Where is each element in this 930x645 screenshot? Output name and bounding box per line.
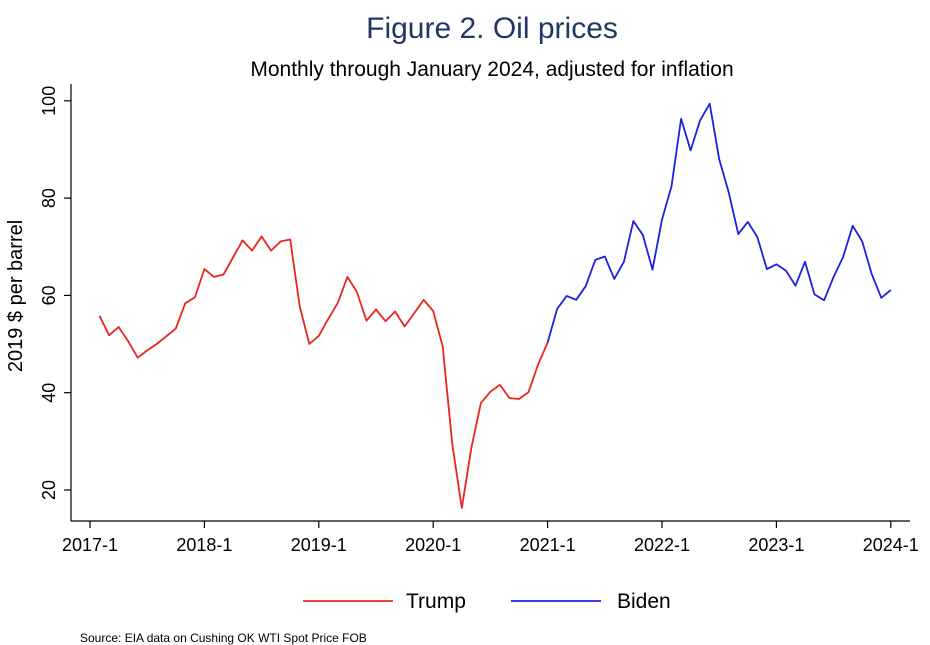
x-tick-label: 2018-1 [176, 535, 232, 555]
y-tick-label: 80 [39, 188, 59, 208]
legend: Trump Biden [303, 590, 671, 613]
series-lines [98, 102, 892, 509]
series-line-trump [98, 235, 549, 509]
x-axis-ticks: 2017-1 2018-1 2019-1 2020-1 2021-1 2022-1 2023… [62, 521, 919, 555]
chart-subtitle: Monthly through January 2024, adjusted f… [250, 58, 733, 81]
y-tick-label: 60 [39, 285, 59, 305]
x-tick-label: 2020-1 [405, 535, 461, 555]
y-tick-label: 40 [39, 383, 59, 403]
x-tick-label: 2023-1 [748, 535, 804, 555]
x-tick-label: 2019-1 [291, 535, 347, 555]
x-tick-label: 2021-1 [520, 535, 576, 555]
x-tick-label: 2017-1 [62, 535, 118, 555]
y-tick-label: 100 [39, 86, 59, 116]
x-tick-label: 2024-1 [863, 535, 919, 555]
legend-label-trump: Trump [406, 590, 466, 613]
y-tick-label: 20 [39, 480, 59, 500]
y-axis-title: 2019 $ per barrel [5, 220, 27, 372]
y-axis-ticks: 20 40 60 80 100 [39, 86, 71, 500]
chart-title: Figure 2. Oil prices [366, 12, 618, 45]
x-tick-label: 2022-1 [634, 535, 690, 555]
plot-area: 20 40 60 80 100 2017-1 2018-1 2019-1 2020-1 2021… [39, 84, 919, 555]
series-line-biden [546, 102, 892, 343]
legend-label-biden: Biden [617, 590, 671, 613]
source-note: Source: EIA data on Cushing OK WTI Spot … [80, 631, 367, 645]
